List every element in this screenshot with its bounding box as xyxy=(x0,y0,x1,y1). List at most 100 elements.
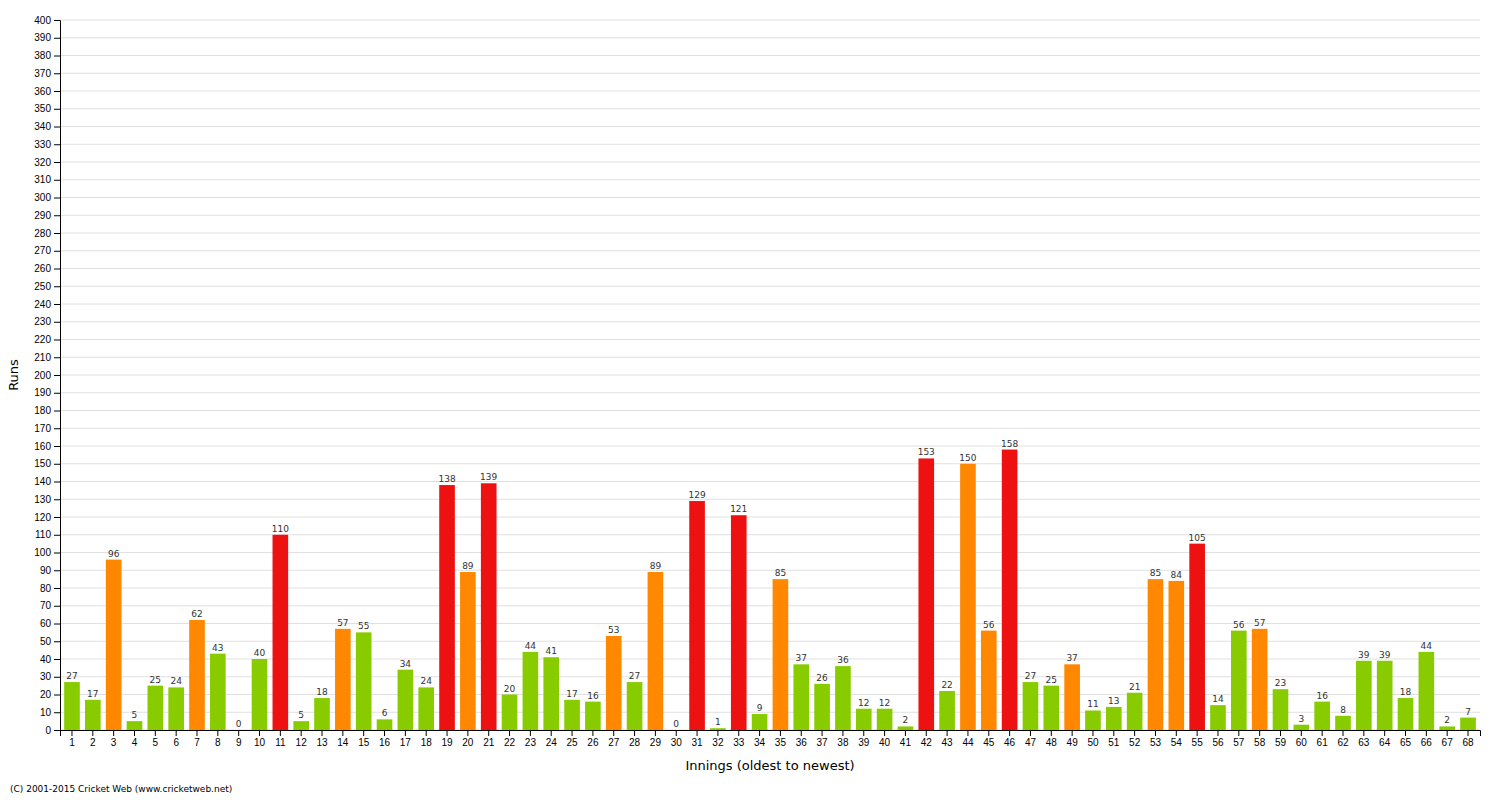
x-tick-label: 60 xyxy=(1296,737,1308,748)
y-tick-mark xyxy=(54,411,60,412)
y-tick-label: 400 xyxy=(34,15,51,26)
y-tick: 60 xyxy=(40,618,60,629)
x-tick-label: 12 xyxy=(296,737,308,748)
grid-line xyxy=(60,357,1480,358)
x-tick-mark xyxy=(530,730,531,736)
grid-line xyxy=(60,428,1480,429)
y-tick-mark xyxy=(54,499,60,500)
x-tick-label: 1 xyxy=(69,737,75,748)
x-tick: 61 xyxy=(1317,730,1329,748)
y-tick: 180 xyxy=(34,405,60,416)
data-label: 11 xyxy=(1087,699,1098,709)
x-tick-label: 8 xyxy=(215,737,221,748)
y-tick: 10 xyxy=(40,707,60,718)
y-tick: 230 xyxy=(34,316,60,327)
data-label: 36 xyxy=(837,655,849,665)
data-label: 39 xyxy=(1379,650,1391,660)
data-label: 18 xyxy=(1400,687,1412,697)
y-tick-mark xyxy=(54,535,60,536)
x-tick-mark xyxy=(863,730,864,736)
data-labels: 2717965252462430401105185755634241388913… xyxy=(66,439,1471,729)
x-tick-mark xyxy=(634,730,635,736)
x-tick-label: 19 xyxy=(441,737,453,748)
y-tick-mark xyxy=(54,91,60,92)
bar xyxy=(127,721,143,730)
x-tick-mark xyxy=(926,730,927,736)
data-label: 150 xyxy=(959,453,976,463)
bar xyxy=(189,620,205,730)
x-tick-mark xyxy=(196,730,197,736)
grid-line xyxy=(60,126,1480,127)
x-tick-mark xyxy=(176,730,177,736)
y-tick-mark xyxy=(54,56,60,57)
y-tick-mark xyxy=(54,606,60,607)
y-tick-mark xyxy=(54,695,60,696)
grid-line xyxy=(60,339,1480,340)
x-tick-label: 42 xyxy=(921,737,933,748)
x-tick-label: 52 xyxy=(1129,737,1141,748)
x-tick: 10 xyxy=(254,730,266,748)
grid-line xyxy=(60,179,1480,180)
data-label: 56 xyxy=(1233,620,1245,630)
x-tick-mark xyxy=(322,730,323,736)
y-tick-mark xyxy=(54,38,60,39)
data-label: 153 xyxy=(918,447,935,457)
bar xyxy=(1356,661,1372,730)
y-tick-label: 190 xyxy=(34,387,51,398)
x-tick-label: 57 xyxy=(1233,737,1245,748)
bar xyxy=(1314,702,1330,730)
y-tick-mark xyxy=(54,286,60,287)
data-label: 138 xyxy=(438,474,455,484)
bar xyxy=(1064,664,1080,730)
x-tick-mark xyxy=(1155,730,1156,736)
y-tick: 290 xyxy=(34,210,60,221)
bar xyxy=(398,670,414,730)
bar xyxy=(523,652,539,730)
x-tick-mark xyxy=(447,730,448,736)
y-tick-label: 60 xyxy=(40,618,52,629)
grid-line xyxy=(60,37,1480,38)
bar xyxy=(314,698,330,730)
x-tick: 66 xyxy=(1421,730,1433,748)
data-label: 0 xyxy=(236,719,242,729)
y-tick-label: 120 xyxy=(34,512,51,523)
x-tick-mark xyxy=(1259,730,1260,736)
footer: (C) 2001-2015 Cricket Web (www.cricketwe… xyxy=(10,784,232,794)
y-tick: 350 xyxy=(34,103,60,114)
grid-line xyxy=(60,250,1480,251)
y-tick-label: 250 xyxy=(34,281,51,292)
x-tick: 33 xyxy=(733,730,745,748)
data-label: 12 xyxy=(858,698,869,708)
x-tick-label: 13 xyxy=(316,737,328,748)
y-tick-mark xyxy=(54,322,60,323)
bar xyxy=(1398,698,1414,730)
x-tick-label: 6 xyxy=(173,737,179,748)
data-label: 84 xyxy=(1171,570,1183,580)
x-tick: 49 xyxy=(1067,730,1079,748)
data-label: 17 xyxy=(566,689,577,699)
y-tick-label: 0 xyxy=(45,725,51,736)
y-tick-label: 90 xyxy=(40,565,52,576)
y-tick-mark xyxy=(54,375,60,376)
data-label: 89 xyxy=(650,561,662,571)
grid-line xyxy=(60,410,1480,411)
x-tick: 52 xyxy=(1129,730,1141,748)
y-tick-mark xyxy=(54,730,60,731)
x-tick: 58 xyxy=(1254,730,1266,748)
y-tick: 140 xyxy=(34,476,60,487)
grid-line xyxy=(60,321,1480,322)
y-tick-mark xyxy=(54,446,60,447)
data-label: 25 xyxy=(1046,675,1057,685)
bar xyxy=(564,700,580,730)
x-tick: 23 xyxy=(525,730,537,748)
x-axis-line xyxy=(61,731,1481,737)
x-tick-label: 32 xyxy=(712,737,724,748)
y-tick: 240 xyxy=(34,299,60,310)
data-label: 62 xyxy=(191,609,202,619)
x-tick-label: 65 xyxy=(1400,737,1412,748)
x-tick-label: 49 xyxy=(1067,737,1079,748)
data-label: 23 xyxy=(1275,678,1286,688)
data-label: 14 xyxy=(1212,694,1224,704)
y-tick-label: 10 xyxy=(40,707,52,718)
x-tick-label: 27 xyxy=(608,737,620,748)
